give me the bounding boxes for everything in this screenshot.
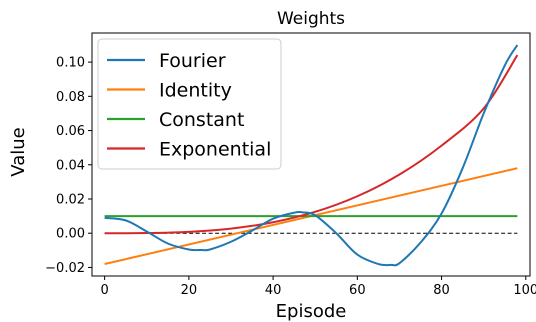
y-tick-label: 0.00 xyxy=(56,227,85,242)
y-tick-label: −0.02 xyxy=(45,261,85,276)
legend-label-identity: Identity xyxy=(159,80,232,102)
y-tick-label: 0.04 xyxy=(56,158,85,173)
x-tick-label: 0 xyxy=(100,283,108,298)
x-tick-label: 40 xyxy=(265,283,282,298)
legend-label-exponential: Exponential xyxy=(159,139,271,161)
plot-area: 0 20 40 60 80 100 −0.02 0.00 0.02 0.04 0.06 0.08 0.1… xyxy=(45,32,536,298)
y-tick-label: 0.06 xyxy=(56,124,85,139)
x-tick-label: 100 xyxy=(513,283,536,298)
legend: Fourier Identity Constant Exponential xyxy=(97,38,282,170)
x-tick-label: 80 xyxy=(433,283,450,298)
series-line-exponential xyxy=(104,54,519,235)
legend-box xyxy=(97,38,282,170)
plot-frame xyxy=(91,32,531,277)
x-axis-title: Episode xyxy=(276,301,347,322)
y-tick-label: 0.02 xyxy=(56,192,85,207)
x-tick-label: 20 xyxy=(181,283,198,298)
series-line-fourier xyxy=(104,44,519,267)
legend-label-fourier: Fourier xyxy=(159,50,226,72)
y-tick-label: 0.10 xyxy=(56,56,85,71)
y-axis-title: Value xyxy=(8,127,29,176)
legend-label-constant: Constant xyxy=(159,109,244,131)
x-tick-label: 60 xyxy=(349,283,366,298)
chart-title: Weights xyxy=(277,9,345,29)
y-tick-label: 0.08 xyxy=(56,90,85,105)
